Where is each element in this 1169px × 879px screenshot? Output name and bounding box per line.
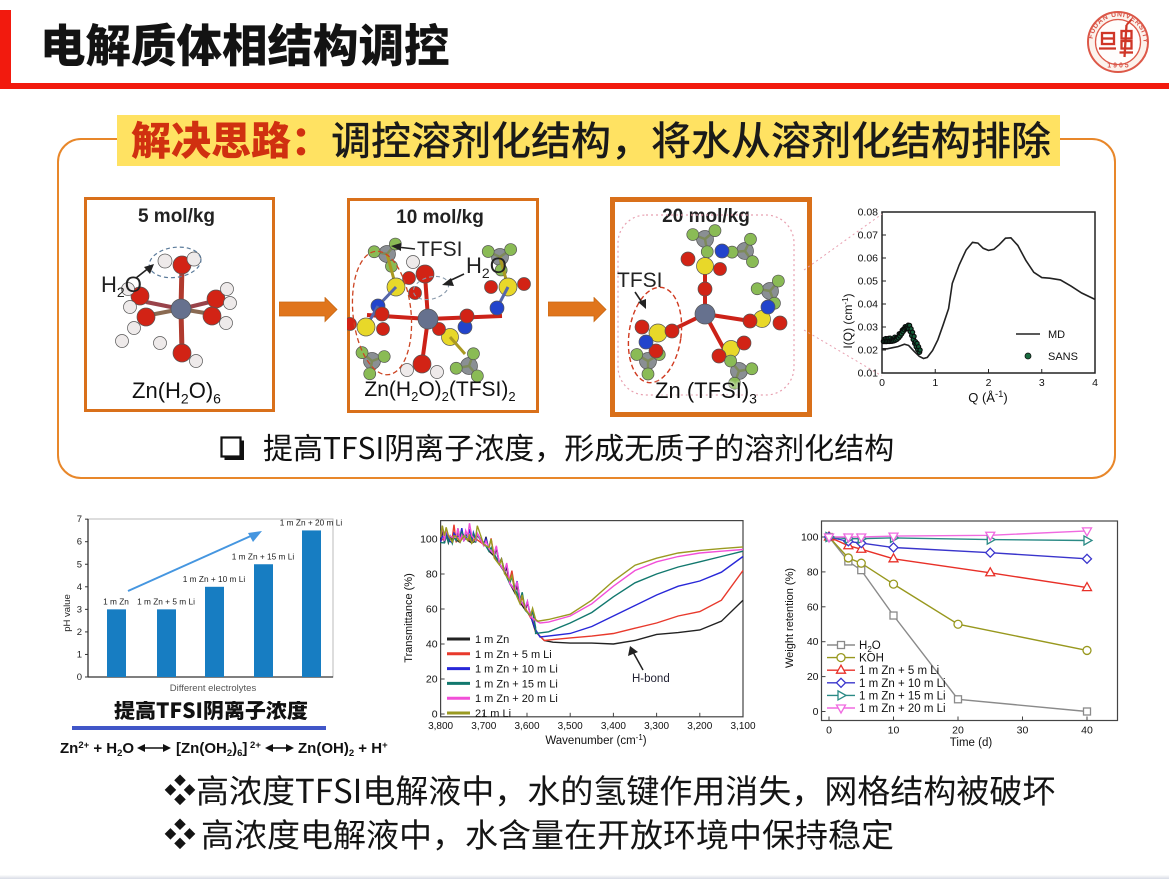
svg-text:1 m Zn + 20 m Li: 1 m Zn + 20 m Li xyxy=(859,703,946,715)
svg-text:0.04: 0.04 xyxy=(858,299,879,311)
svg-text:20: 20 xyxy=(426,674,438,686)
svg-text:60: 60 xyxy=(426,604,438,616)
svg-text:5: 5 xyxy=(77,559,82,570)
svg-text:0: 0 xyxy=(879,377,885,389)
svg-text:Time (d): Time (d) xyxy=(950,737,993,749)
svg-text:4: 4 xyxy=(77,582,82,593)
svg-text:3,300: 3,300 xyxy=(644,721,669,732)
svg-text:Zn(OH)2 + H+: Zn(OH)2 + H+ xyxy=(298,740,388,759)
svg-text:7: 7 xyxy=(77,514,82,525)
svg-text:Weight retention (%): Weight retention (%) xyxy=(784,568,796,668)
svg-text:0.06: 0.06 xyxy=(858,253,879,265)
svg-text:40: 40 xyxy=(807,636,819,648)
svg-text:H2O: H2O xyxy=(859,640,881,654)
svg-text:1: 1 xyxy=(932,377,938,389)
svg-text:Transmittance (%): Transmittance (%) xyxy=(403,573,415,662)
svg-text:4: 4 xyxy=(1092,377,1098,389)
svg-text:3: 3 xyxy=(1039,377,1045,389)
svg-text:1 9 0 5: 1 9 0 5 xyxy=(1107,63,1129,70)
svg-text:SANS: SANS xyxy=(1048,351,1078,363)
svg-text:3,400: 3,400 xyxy=(601,721,626,732)
svg-text:3,200: 3,200 xyxy=(687,721,712,732)
svg-text:2: 2 xyxy=(986,377,992,389)
svg-text:TFSI: TFSI xyxy=(617,269,663,292)
svg-text:0.07: 0.07 xyxy=(858,230,879,242)
svg-text:TFSI: TFSI xyxy=(417,238,463,261)
svg-text:1 m Zn + 15 m Li: 1 m Zn + 15 m Li xyxy=(475,678,558,690)
svg-text:3: 3 xyxy=(77,604,82,615)
svg-text:MD: MD xyxy=(1048,329,1065,341)
svg-text:1 m Zn + 10 m Li: 1 m Zn + 10 m Li xyxy=(475,664,558,676)
svg-text:Zn2+ + H2O: Zn2+ + H2O xyxy=(60,740,134,759)
svg-text:1 m Zn + 15 m Li: 1 m Zn + 15 m Li xyxy=(232,551,295,561)
svg-text:0: 0 xyxy=(432,709,438,721)
svg-text:10: 10 xyxy=(888,725,900,737)
svg-text:Wavenumber (cm-1): Wavenumber (cm-1) xyxy=(545,733,646,747)
svg-text:1 m Zn + 20 m Li: 1 m Zn + 20 m Li xyxy=(280,517,343,527)
svg-text:pH value: pH value xyxy=(62,594,73,632)
svg-text:0: 0 xyxy=(826,725,832,737)
svg-text:30: 30 xyxy=(1017,725,1029,737)
svg-text:2: 2 xyxy=(77,627,82,638)
svg-text:1 m Zn: 1 m Zn xyxy=(475,634,509,646)
svg-text:Different electrolytes: Different electrolytes xyxy=(170,683,257,694)
svg-text:3,800: 3,800 xyxy=(428,721,453,732)
svg-text:1 m Zn + 5 m Li: 1 m Zn + 5 m Li xyxy=(137,596,195,606)
svg-text:0.02: 0.02 xyxy=(858,345,879,357)
svg-text:3,700: 3,700 xyxy=(471,721,496,732)
svg-text:3,100: 3,100 xyxy=(730,721,755,732)
svg-text:H-bond: H-bond xyxy=(632,673,670,685)
svg-text:80: 80 xyxy=(426,569,438,581)
svg-text:0: 0 xyxy=(813,706,819,718)
svg-text:0.08: 0.08 xyxy=(858,207,879,219)
svg-text:60: 60 xyxy=(807,601,819,613)
svg-text:1 m Zn + 10 m Li: 1 m Zn + 10 m Li xyxy=(859,678,946,690)
svg-text:0.05: 0.05 xyxy=(858,276,879,288)
svg-text:[Zn(OH2)6] 2+: [Zn(OH2)6] 2+ xyxy=(176,740,261,759)
svg-text:Q (Å-1): Q (Å-1) xyxy=(968,389,1008,405)
svg-text:6: 6 xyxy=(77,537,82,548)
svg-text:1 m Zn + 20 m Li: 1 m Zn + 20 m Li xyxy=(475,693,558,705)
svg-text:KOH: KOH xyxy=(859,653,884,665)
svg-text:I(Q) (cm-1): I(Q) (cm-1) xyxy=(841,293,855,348)
svg-text:1 m Zn + 10 m Li: 1 m Zn + 10 m Li xyxy=(183,574,246,584)
svg-text:3,600: 3,600 xyxy=(514,721,539,732)
svg-text:40: 40 xyxy=(426,639,438,651)
svg-text:H2O: H2O xyxy=(101,272,142,300)
svg-text:0: 0 xyxy=(77,672,82,683)
svg-text:100: 100 xyxy=(801,532,819,544)
svg-text:100: 100 xyxy=(420,534,438,546)
svg-text:3,500: 3,500 xyxy=(558,721,583,732)
svg-text:20: 20 xyxy=(807,671,819,683)
svg-text:1 m Zn: 1 m Zn xyxy=(103,596,129,606)
svg-text:1 m Zn + 5 m Li: 1 m Zn + 5 m Li xyxy=(859,665,939,677)
svg-text:80: 80 xyxy=(807,566,819,578)
svg-text:1 m Zn + 5 m Li: 1 m Zn + 5 m Li xyxy=(475,649,552,661)
svg-text:1 m Zn + 15 m Li: 1 m Zn + 15 m Li xyxy=(859,690,946,702)
svg-text:20: 20 xyxy=(952,725,964,737)
svg-text:40: 40 xyxy=(1081,725,1093,737)
svg-text:1: 1 xyxy=(77,649,82,660)
svg-text:0.03: 0.03 xyxy=(858,322,879,334)
svg-text:21 m Li: 21 m Li xyxy=(475,708,511,720)
